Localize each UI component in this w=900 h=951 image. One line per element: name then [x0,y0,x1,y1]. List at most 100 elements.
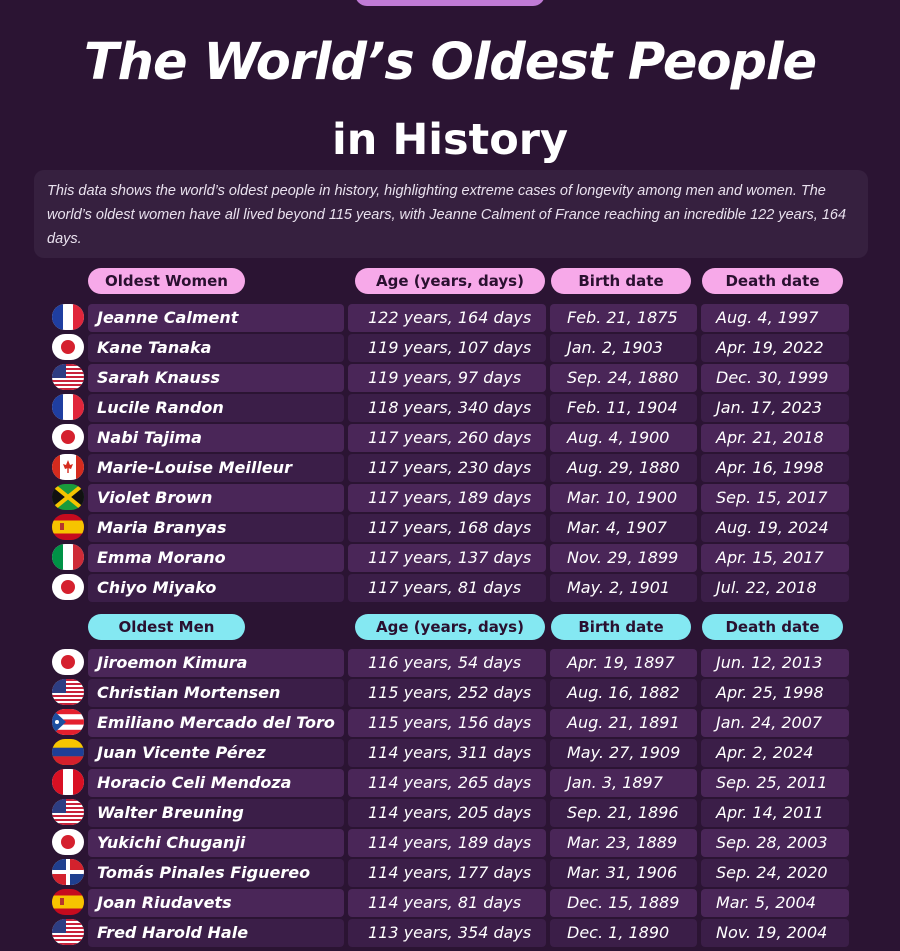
puerto-rico-flag-icon [52,709,84,735]
birth-date-cell: Aug. 21, 1891 [550,709,697,737]
spain-flag-icon [52,889,84,915]
birth-date-cell: Mar. 4, 1907 [550,514,697,542]
birth-date-cell: Mar. 10, 1900 [550,484,697,512]
person-name: Sarah Knauss [88,364,344,392]
person-name: Jiroemon Kimura [88,649,344,677]
death-date-cell: Apr. 2, 2024 [701,739,849,767]
birth-date-cell: Feb. 21, 1875 [550,304,697,332]
person-name: Emiliano Mercado del Toro [88,709,344,737]
person-name: Juan Vicente Pérez [88,739,344,767]
canada-flag-icon [52,454,84,480]
table-row: Lucile Randon 118 years, 340 days Feb. 11,… [0,394,900,422]
birth-date-cell: Sep. 21, 1896 [550,799,697,827]
table-row: Violet Brown 117 years, 189 days Mar. 10, … [0,484,900,512]
description-text: This data shows the world’s oldest peopl… [47,183,847,247]
person-name: Kane Tanaka [88,334,344,362]
women-name-header: Oldest Women [88,268,245,294]
table-row: Chiyo Miyako 117 years, 81 days May. 2, 19… [0,574,900,602]
table-row: Jiroemon Kimura 116 years, 54 days Apr. 19… [0,649,900,677]
age-cell: 116 years, 54 days [348,649,546,677]
death-date-cell: Aug. 4, 1997 [701,304,849,332]
usa-flag-icon [52,364,84,390]
birth-date-cell: Dec. 15, 1889 [550,889,697,917]
death-date-cell: Apr. 19, 2022 [701,334,849,362]
birth-date-cell: May. 27, 1909 [550,739,697,767]
birth-date-cell: Aug. 4, 1900 [550,424,697,452]
birth-date-cell: Mar. 23, 1889 [550,829,697,857]
france-flag-icon [52,304,84,330]
age-cell: 114 years, 311 days [348,739,546,767]
table-row: Juan Vicente Pérez 114 years, 311 days May… [0,739,900,767]
peru-flag-icon [52,769,84,795]
table-row: Jeanne Calment 122 years, 164 days Feb. 21… [0,304,900,332]
birth-date-cell: May. 2, 1901 [550,574,697,602]
age-cell: 117 years, 168 days [348,514,546,542]
person-name: Marie-Louise Meilleur [88,454,344,482]
death-date-cell: Nov. 19, 2004 [701,919,849,947]
page-title: The World’s Oldest People [83,33,817,92]
death-date-cell: Sep. 28, 2003 [701,829,849,857]
women-birth-header: Birth date [551,268,691,294]
table-row: Maria Branyas 117 years, 168 days Mar. 4, … [0,514,900,542]
death-date-cell: Apr. 21, 2018 [701,424,849,452]
usa-flag-icon [52,919,84,945]
person-name: Maria Branyas [88,514,344,542]
person-name: Lucile Randon [88,394,344,422]
death-date-cell: Apr. 16, 1998 [701,454,849,482]
table-row: Sarah Knauss 119 years, 97 days Sep. 24, 1… [0,364,900,392]
table-row: Nabi Tajima 117 years, 260 days Aug. 4, 19… [0,424,900,452]
death-date-cell: Jan. 17, 2023 [701,394,849,422]
table-row: Yukichi Chuganji 114 years, 189 days Mar. … [0,829,900,857]
birth-date-cell: Dec. 1, 1890 [550,919,697,947]
table-row: Christian Mortensen 115 years, 252 days Au… [0,679,900,707]
japan-flag-icon [52,574,84,600]
death-date-cell: Jul. 22, 2018 [701,574,849,602]
age-cell: 115 years, 156 days [348,709,546,737]
person-name: Yukichi Chuganji [88,829,344,857]
age-cell: 117 years, 81 days [348,574,546,602]
table-row: Tomás Pinales Figuereo 114 years, 177 day… [0,859,900,887]
person-name: Joan Riudavets [88,889,344,917]
death-date-cell: Apr. 15, 2017 [701,544,849,572]
men-name-header: Oldest Men [88,614,245,640]
death-date-cell: Jan. 24, 2007 [701,709,849,737]
person-name: Jeanne Calment [88,304,344,332]
japan-flag-icon [52,424,84,450]
men-age-header: Age (years, days) [355,614,545,640]
age-cell: 117 years, 230 days [348,454,546,482]
age-cell: 119 years, 97 days [348,364,546,392]
men-death-header: Death date [702,614,843,640]
birth-date-cell: Nov. 29, 1899 [550,544,697,572]
age-cell: 114 years, 177 days [348,859,546,887]
table-row: Kane Tanaka 119 years, 107 days Jan. 2, 19… [0,334,900,362]
age-cell: 115 years, 252 days [348,679,546,707]
table-row: Walter Breuning 114 years, 205 days Sep. 2… [0,799,900,827]
table-row: Fred Harold Hale 113 years, 354 days Dec. … [0,919,900,947]
birth-date-cell: Aug. 16, 1882 [550,679,697,707]
birth-date-cell: Mar. 31, 1906 [550,859,697,887]
death-date-cell: Sep. 15, 2017 [701,484,849,512]
top-tab-decoration [355,0,545,6]
page-subtitle: in History [332,115,568,165]
venezuela-flag-icon [52,739,84,765]
person-name: Violet Brown [88,484,344,512]
birth-date-cell: Feb. 11, 1904 [550,394,697,422]
table-row: Emiliano Mercado del Toro 115 years, 156 … [0,709,900,737]
death-date-cell: Mar. 5, 2004 [701,889,849,917]
death-date-cell: Sep. 24, 2020 [701,859,849,887]
birth-date-cell: Aug. 29, 1880 [550,454,697,482]
age-cell: 122 years, 164 days [348,304,546,332]
death-date-cell: Apr. 25, 1998 [701,679,849,707]
age-cell: 114 years, 189 days [348,829,546,857]
women-age-header: Age (years, days) [355,268,545,294]
person-name: Tomás Pinales Figuereo [88,859,344,887]
table-row: Marie-Louise Meilleur 117 years, 230 days… [0,454,900,482]
person-name: Fred Harold Hale [88,919,344,947]
usa-flag-icon [52,679,84,705]
person-name: Horacio Celi Mendoza [88,769,344,797]
age-cell: 113 years, 354 days [348,919,546,947]
spain-flag-icon [52,514,84,540]
japan-flag-icon [52,649,84,675]
men-birth-header: Birth date [551,614,691,640]
death-date-cell: Dec. 30, 1999 [701,364,849,392]
